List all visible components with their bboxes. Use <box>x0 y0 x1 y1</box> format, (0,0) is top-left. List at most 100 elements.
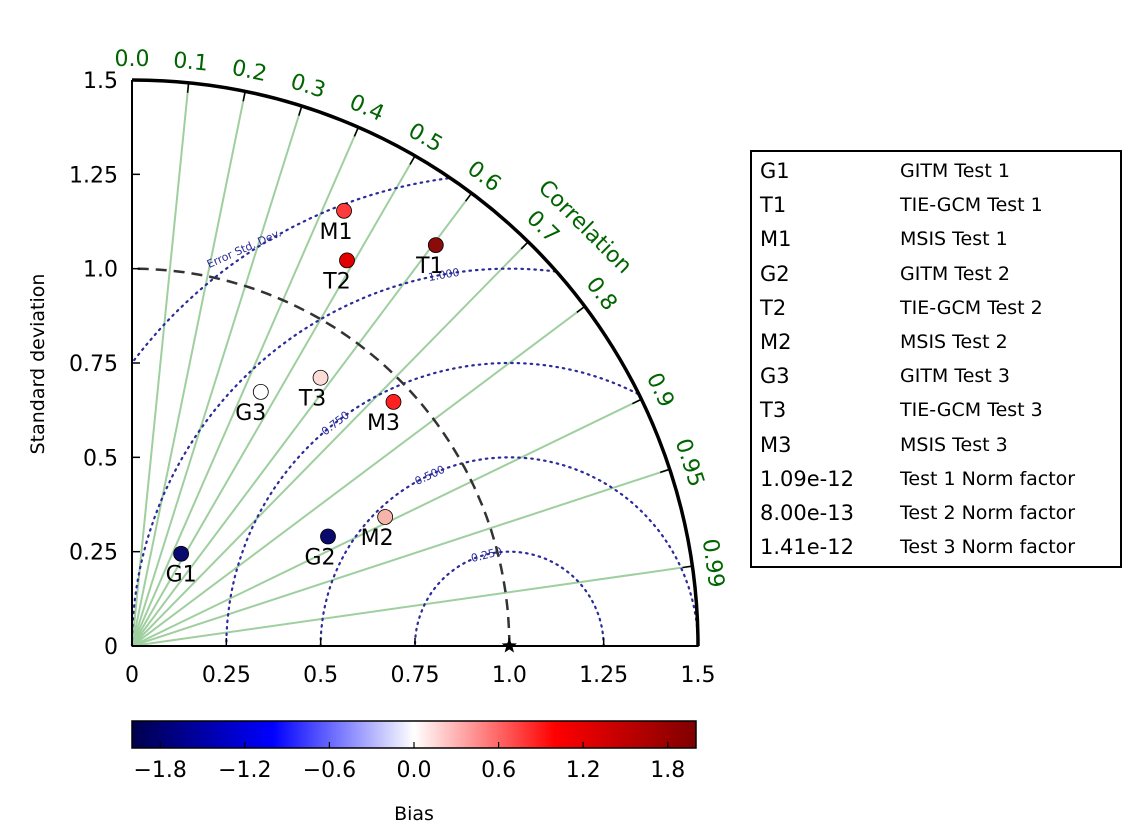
legend-item: G2 GITM Test 2 <box>760 257 1010 291</box>
y-tick-label: 0 <box>104 635 118 660</box>
rmse-contour <box>319 456 700 648</box>
correlation-tick <box>632 398 642 405</box>
legend-description: MSIS Test 3 <box>900 433 1008 456</box>
x-tick-label: 0.75 <box>391 663 440 688</box>
data-point-marker <box>377 509 394 525</box>
correlation-tick <box>520 241 529 250</box>
legend-description: TIE-GCM Test 2 <box>900 296 1043 319</box>
legend-code: M1 <box>760 227 792 252</box>
correlation-tick <box>659 468 670 474</box>
data-point-m1: M1 <box>320 202 353 245</box>
legend-description: MSIS Test 2 <box>900 331 1008 353</box>
legend-description: Test 2 Norm factor <box>900 502 1076 524</box>
data-point-marker <box>336 202 352 219</box>
colorbar-tick-label: 0.0 <box>397 758 432 783</box>
outer-arc <box>131 78 700 647</box>
reference-std-arc <box>132 267 511 646</box>
correlation-tick-label: 0.3 <box>288 69 329 103</box>
data-point-marker <box>427 237 444 254</box>
y-tick-label: 0.5 <box>83 446 118 471</box>
legend-item: G3 GITM Test 3 <box>760 359 1010 393</box>
data-point-marker <box>173 545 190 562</box>
legend-code: G2 <box>760 261 790 286</box>
rmse-contour <box>130 267 557 648</box>
colorbar-tick-label: 0.6 <box>481 758 516 783</box>
legend-item: M3 MSIS Test 3 <box>760 428 1008 462</box>
legend-code: T1 <box>760 193 787 218</box>
x-tick-label: 1.5 <box>681 663 716 688</box>
data-point-label: G2 <box>304 546 335 571</box>
correlation-tick-label: 0.99 <box>697 537 729 589</box>
legend-code: G1 <box>760 159 790 183</box>
x-tick-label: 1.25 <box>579 663 628 688</box>
correlation-line <box>131 192 473 647</box>
colorbar-tick-label: 1.2 <box>566 758 601 783</box>
correlation-tick <box>353 126 360 137</box>
colorbar-tick-label: −0.6 <box>303 758 356 783</box>
colorbar-tick-label: 1.8 <box>650 758 685 783</box>
data-point-label: M3 <box>367 411 400 436</box>
legend-description: Test 3 Norm factor <box>900 536 1076 559</box>
data-point-label: T3 <box>298 387 326 412</box>
legend-item: T3 TIE-GCM Test 3 <box>760 393 1043 427</box>
correlation-line <box>131 468 671 647</box>
x-tick-label: 0.5 <box>303 663 338 688</box>
correlation-tick <box>409 155 416 165</box>
rmse-label: 1.000 <box>427 266 460 284</box>
data-point-label: T1 <box>415 254 443 279</box>
legend-item: 1.09e-12 Test 1 Norm factor <box>760 462 1075 496</box>
legend-item: M2 MSIS Test 2 <box>760 325 1008 359</box>
rmse-label: 0.500 <box>413 463 447 488</box>
y-tick-label: 0.25 <box>69 541 118 566</box>
y-tick-label: 1.25 <box>69 163 118 188</box>
legend-item: T2 TIE-GCM Test 2 <box>760 291 1043 325</box>
legend-code: T2 <box>760 295 787 320</box>
legend-description: GITM Test 1 <box>900 160 1010 182</box>
correlation-tick-label: 0.0 <box>115 47 150 72</box>
correlation-line <box>131 155 416 647</box>
correlation-line <box>131 241 529 647</box>
legend-description: TIE-GCM Test 1 <box>900 194 1043 217</box>
correlation-tick-label: 0.1 <box>172 48 209 76</box>
correlation-line <box>131 91 247 647</box>
rmse-contour <box>131 177 449 364</box>
data-point-label: T2 <box>322 269 350 294</box>
correlation-tick <box>242 91 246 102</box>
y-tick-label: 0.75 <box>69 352 118 377</box>
data-point-g3: G3 <box>235 383 269 426</box>
data-point-g1: G1 <box>166 545 197 588</box>
data-point-marker <box>339 252 355 269</box>
correlation-tick <box>576 305 586 313</box>
colorbar-tick-label: −1.2 <box>218 758 271 783</box>
legend-description: TIE-GCM Test 3 <box>900 399 1043 422</box>
x-tick-label: 0 <box>125 663 139 688</box>
correlation-line <box>131 105 303 647</box>
correlation-tick <box>682 565 693 569</box>
legend-item: 8.00e-13 Test 2 Norm factor <box>760 496 1075 530</box>
data-point-t1: T1 <box>415 237 444 279</box>
data-point-marker <box>252 383 269 400</box>
legend-code: 1.41e-12 <box>760 535 854 560</box>
data-point-marker <box>312 369 329 386</box>
y-tick-label: 1.0 <box>83 258 118 283</box>
legend-item: T1 TIE-GCM Test 1 <box>760 188 1043 222</box>
legend-description: MSIS Test 1 <box>900 228 1008 251</box>
colorbar-label: Bias <box>394 803 434 825</box>
data-point-g2: G2 <box>304 528 336 571</box>
x-tick-label: 1.0 <box>492 663 527 688</box>
legend-code: G3 <box>760 364 790 389</box>
legend: G1 GITM Test 1 T1 TIE-GCM Test 1 M1 MSIS Test… <box>750 150 1122 568</box>
correlation-line <box>131 305 586 647</box>
legend-code: M2 <box>760 330 792 354</box>
legend-code: 8.00e-13 <box>760 501 854 525</box>
legend-code: T3 <box>760 398 787 423</box>
data-point-label: M1 <box>320 220 353 245</box>
data-point-label: G1 <box>166 563 197 588</box>
legend-item: 1.41e-12 Test 3 Norm factor <box>760 530 1075 564</box>
legend-code: M3 <box>760 432 792 457</box>
reference-point-star <box>501 638 517 653</box>
colorbar-tick-label: −1.8 <box>133 758 186 783</box>
correlation-line <box>131 82 190 647</box>
legend-item: M1 MSIS Test 1 <box>760 222 1008 256</box>
